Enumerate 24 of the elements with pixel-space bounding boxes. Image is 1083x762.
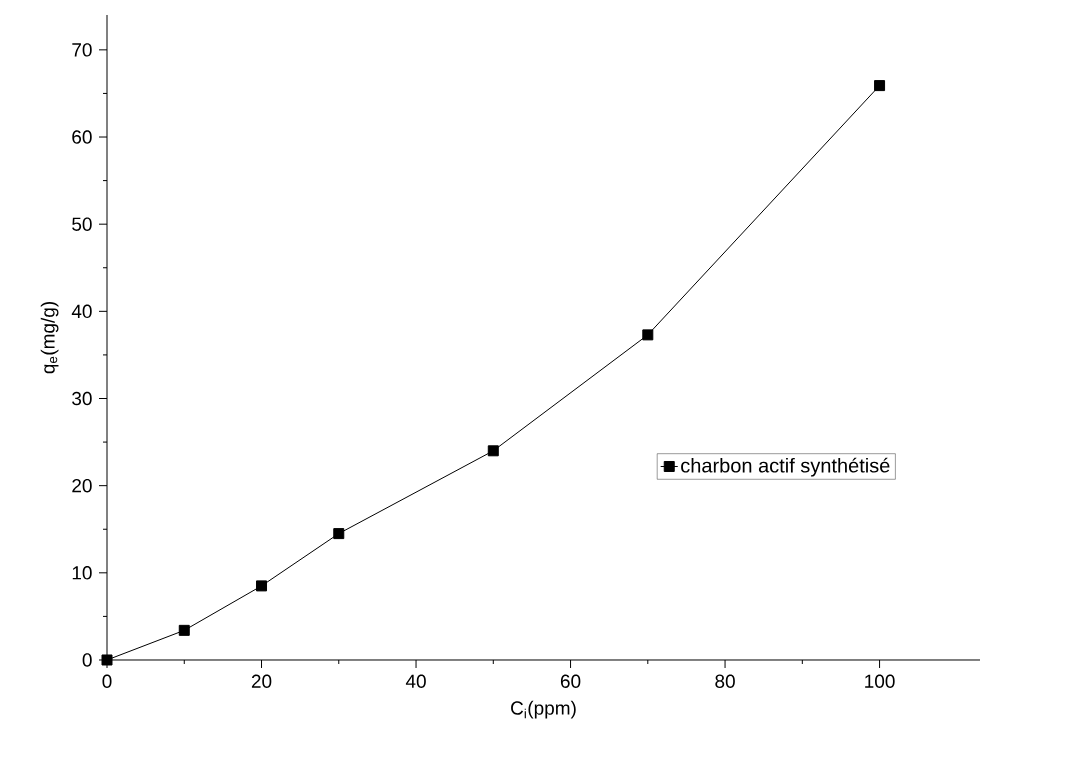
- x-tick-label: 20: [251, 674, 272, 688]
- point: [487, 445, 499, 457]
- point: [178, 624, 190, 636]
- point: [101, 654, 113, 666]
- x-axis-title: C$_{i}$(ppm): [511, 700, 576, 719]
- point: [256, 580, 268, 592]
- y-tick-label: 30: [72, 391, 92, 406]
- y-tick-label: 60: [72, 130, 92, 144]
- point: [333, 528, 345, 540]
- y-tick-label: 20: [72, 478, 92, 493]
- x-tick-label: 60: [560, 674, 581, 688]
- point: [642, 329, 654, 341]
- x-tick-label: 100: [865, 674, 895, 688]
- x-tick-label: 40: [405, 674, 426, 688]
- y-tick-label: 0: [82, 653, 92, 667]
- x-tick-label: 80: [715, 674, 735, 688]
- legend-label: charbon actif synthétisé: [681, 457, 890, 477]
- y-tick-label: 50: [72, 217, 92, 231]
- y-tick-label: 10: [72, 566, 92, 580]
- x-tick-label: 0: [102, 674, 112, 688]
- y-tick-label: 70: [72, 43, 92, 57]
- y-tick-label: 40: [71, 304, 92, 319]
- y-axis-title: q$_{e}$(mg/g): [40, 302, 59, 374]
- point: [874, 80, 886, 92]
